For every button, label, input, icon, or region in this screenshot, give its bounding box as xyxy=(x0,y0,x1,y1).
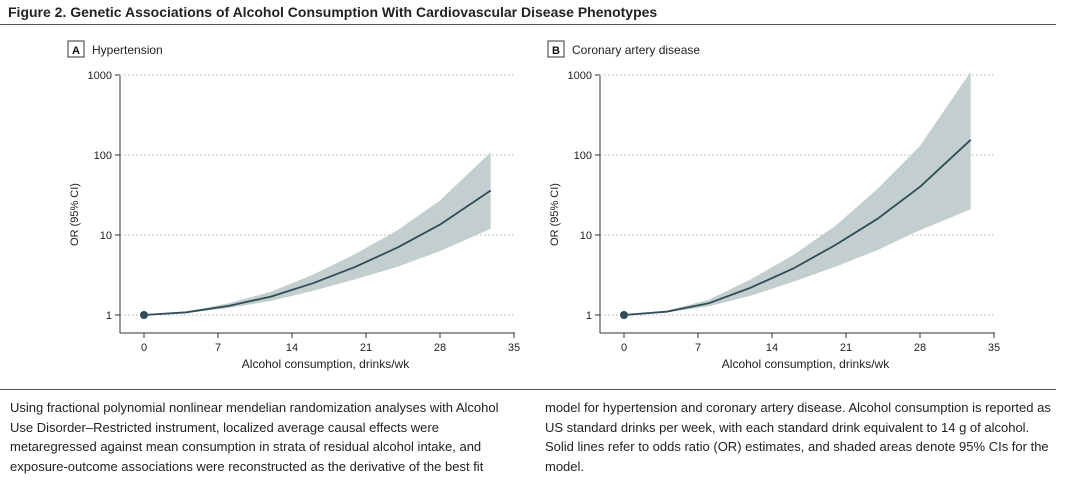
y-tick-label: 1 xyxy=(106,310,112,322)
panel-letter-box xyxy=(547,40,565,58)
reference-point xyxy=(140,311,148,319)
x-tick-label: 0 xyxy=(621,342,627,354)
x-tick-label: 21 xyxy=(840,342,852,354)
y-tick-label: 100 xyxy=(574,150,592,162)
caption-rule xyxy=(0,389,1056,390)
x-tick-label: 7 xyxy=(215,342,221,354)
x-tick-label: 28 xyxy=(914,342,926,354)
panel-letter: B xyxy=(552,45,560,57)
panel-letter: A xyxy=(72,45,80,57)
y-axis-label: OR (95% CI) xyxy=(549,183,561,246)
chart-panel-a: A Hypertension 1 10 100 1000 0 7 14 21 28 35 Alcohol… xyxy=(67,40,520,371)
y-tick-label: 100 xyxy=(94,150,112,162)
x-tick-label: 21 xyxy=(360,342,372,354)
x-axis-label: Alcohol consumption, drinks/wk xyxy=(242,357,410,371)
y-tick-label: 10 xyxy=(580,230,592,242)
x-tick-label: 28 xyxy=(434,342,446,354)
y-tick-label: 1000 xyxy=(568,70,592,82)
x-axis-label: Alcohol consumption, drinks/wk xyxy=(722,357,890,371)
x-tick-label: 7 xyxy=(695,342,701,354)
x-tick-label: 14 xyxy=(286,342,298,354)
ci-band xyxy=(624,71,971,315)
panel-title: Coronary artery disease xyxy=(572,43,700,57)
panel-title: Hypertension xyxy=(92,43,163,57)
caption-left: Using fractional polynomial nonlinear me… xyxy=(10,400,499,474)
ci-band xyxy=(144,152,491,315)
reference-point xyxy=(620,311,628,319)
chart-panel-b: B Coronary artery disease 1 10 100 1000 0 7 14 21… xyxy=(547,40,1000,371)
y-tick-label: 1000 xyxy=(88,70,112,82)
y-tick-label: 1 xyxy=(586,310,592,322)
or-estimate-line xyxy=(143,189,492,316)
y-axis-label: OR (95% CI) xyxy=(69,183,81,246)
x-tick-label: 35 xyxy=(988,342,1000,354)
x-tick-label: 35 xyxy=(508,342,520,354)
title-rule xyxy=(0,24,1056,25)
x-tick-label: 14 xyxy=(766,342,778,354)
panel-letter-box xyxy=(67,40,85,58)
figure-title: Figure 2. Genetic Associations of Alcoho… xyxy=(8,4,658,20)
y-tick-label: 10 xyxy=(100,230,112,242)
or-estimate-line xyxy=(623,139,972,316)
x-tick-label: 0 xyxy=(141,342,147,354)
caption-right: model for hypertension and coronary arte… xyxy=(545,400,1051,474)
